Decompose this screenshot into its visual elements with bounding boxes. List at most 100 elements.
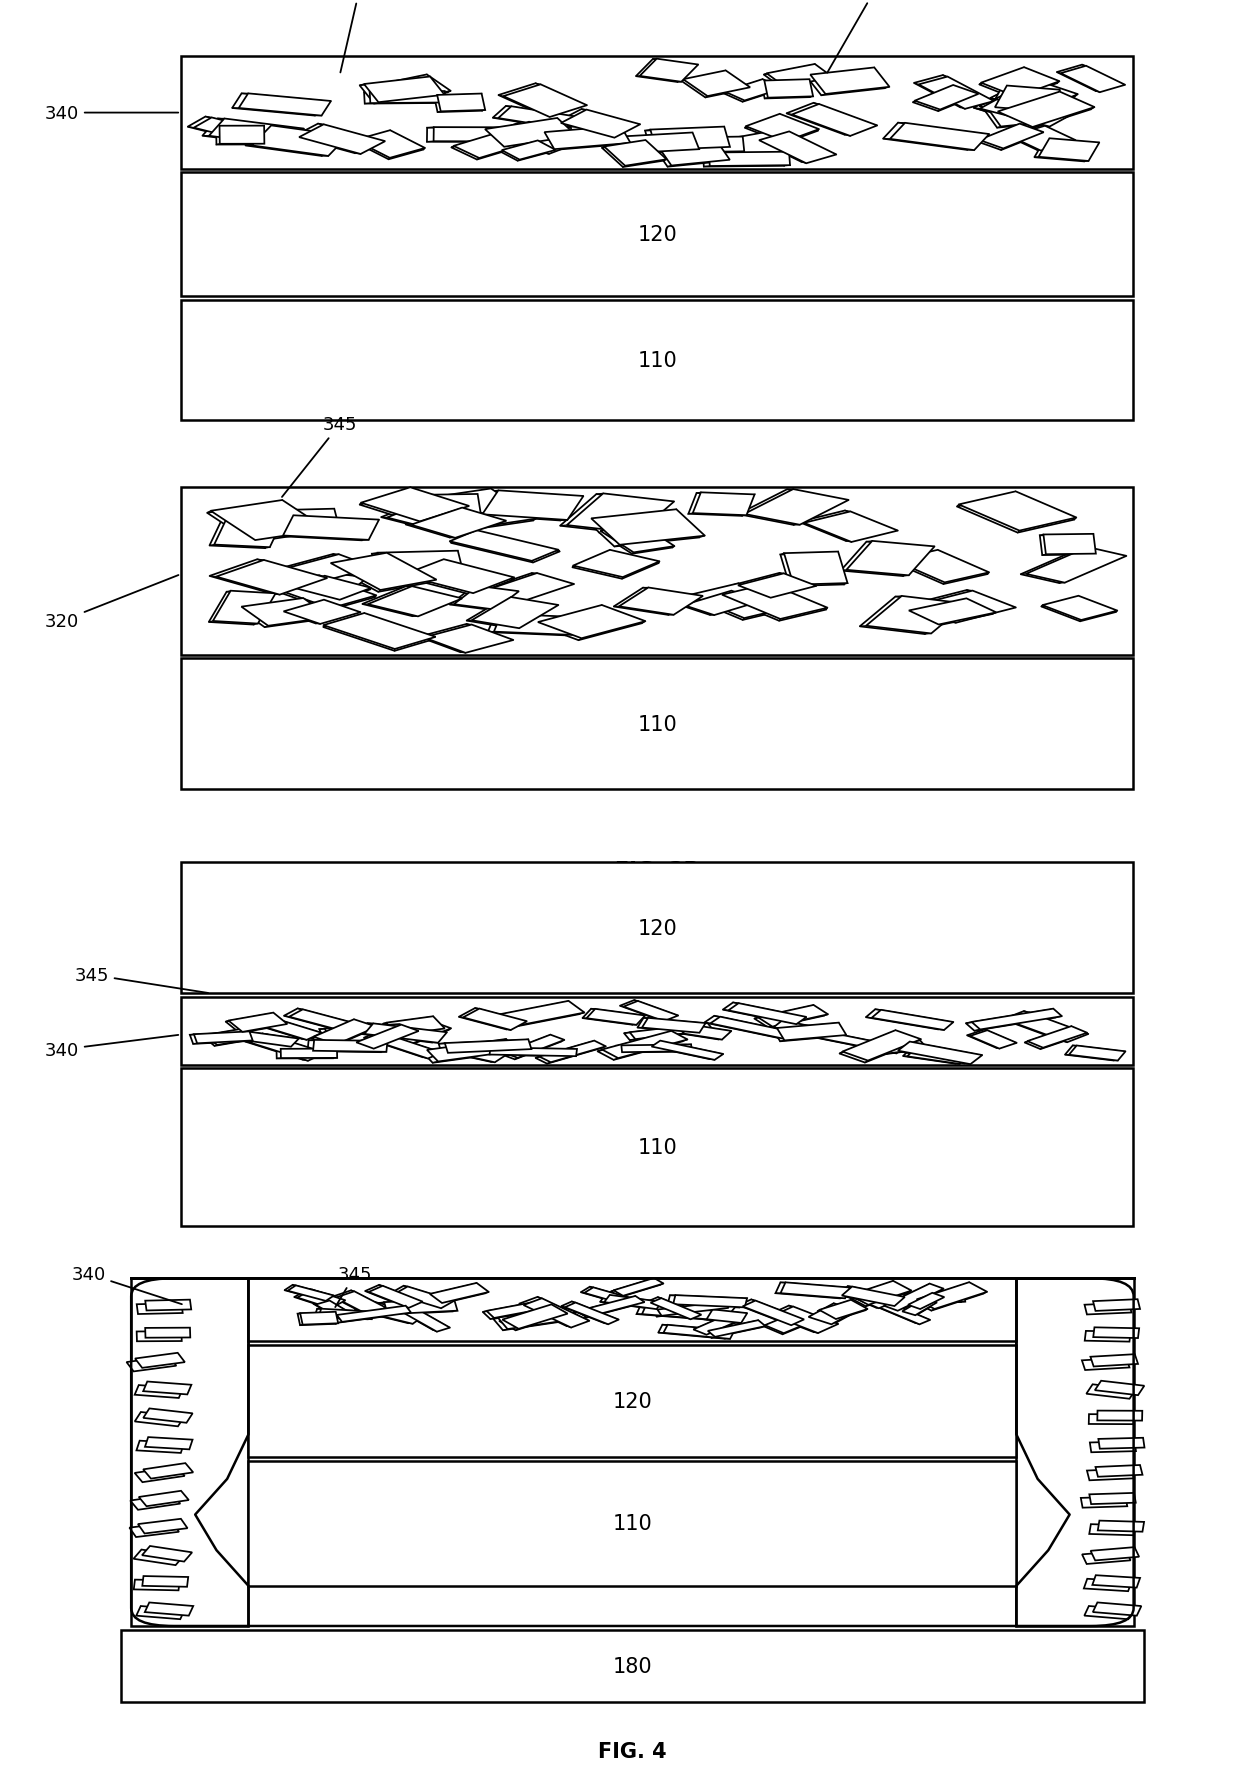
Polygon shape: [1087, 1468, 1133, 1481]
Polygon shape: [909, 599, 996, 625]
Polygon shape: [360, 490, 467, 524]
Polygon shape: [708, 1320, 765, 1336]
Polygon shape: [587, 1009, 645, 1025]
Polygon shape: [491, 121, 577, 153]
Polygon shape: [365, 1025, 446, 1042]
Polygon shape: [298, 1313, 336, 1326]
Polygon shape: [991, 89, 1068, 116]
Text: FIG. 3B: FIG. 3B: [615, 861, 699, 880]
Polygon shape: [600, 1296, 658, 1310]
Polygon shape: [913, 87, 977, 112]
Polygon shape: [913, 592, 1016, 624]
Polygon shape: [991, 87, 1055, 112]
Polygon shape: [560, 495, 667, 535]
Polygon shape: [487, 123, 559, 148]
Polygon shape: [773, 1306, 838, 1333]
Polygon shape: [600, 526, 675, 552]
Polygon shape: [284, 1009, 360, 1032]
Polygon shape: [847, 1283, 909, 1306]
Polygon shape: [849, 1281, 911, 1304]
Polygon shape: [502, 1304, 568, 1329]
Bar: [120, 1631, 1145, 1702]
Polygon shape: [1089, 1493, 1136, 1504]
Polygon shape: [427, 1039, 517, 1062]
Polygon shape: [646, 1041, 718, 1060]
Polygon shape: [703, 153, 784, 168]
Polygon shape: [587, 511, 699, 547]
Polygon shape: [365, 77, 444, 103]
Polygon shape: [1092, 1602, 1141, 1616]
Polygon shape: [636, 61, 694, 84]
Polygon shape: [994, 87, 1060, 112]
Polygon shape: [450, 586, 515, 611]
Polygon shape: [898, 1042, 982, 1064]
Polygon shape: [294, 125, 379, 153]
Polygon shape: [538, 606, 646, 640]
Polygon shape: [983, 103, 1054, 128]
Polygon shape: [215, 517, 283, 547]
Polygon shape: [379, 1299, 453, 1315]
Bar: [248, 1279, 1017, 1340]
Polygon shape: [228, 1012, 288, 1032]
Polygon shape: [642, 1018, 706, 1034]
Polygon shape: [578, 1296, 645, 1317]
Polygon shape: [475, 492, 577, 520]
Polygon shape: [1099, 1438, 1145, 1449]
Polygon shape: [485, 119, 577, 148]
Polygon shape: [851, 1290, 893, 1308]
Polygon shape: [837, 1287, 900, 1306]
Polygon shape: [998, 93, 1095, 128]
Polygon shape: [847, 542, 935, 576]
Text: 110: 110: [637, 1137, 677, 1157]
Polygon shape: [870, 1299, 930, 1324]
Polygon shape: [269, 554, 374, 586]
Polygon shape: [765, 1315, 810, 1333]
Polygon shape: [539, 1041, 606, 1062]
Polygon shape: [315, 1310, 370, 1319]
Polygon shape: [966, 1010, 1056, 1032]
Polygon shape: [645, 128, 724, 151]
Polygon shape: [361, 488, 469, 522]
Polygon shape: [381, 501, 481, 531]
Polygon shape: [1094, 1328, 1140, 1338]
Polygon shape: [370, 93, 445, 103]
Polygon shape: [754, 1007, 825, 1028]
Text: FIG. 3C: FIG. 3C: [615, 1294, 699, 1315]
Polygon shape: [744, 490, 848, 526]
Polygon shape: [704, 1016, 789, 1039]
Polygon shape: [680, 1299, 737, 1317]
Polygon shape: [601, 1032, 687, 1059]
Polygon shape: [202, 119, 298, 146]
Polygon shape: [980, 125, 1044, 150]
Text: 320: 320: [45, 576, 179, 631]
Polygon shape: [208, 592, 272, 625]
Polygon shape: [766, 64, 833, 87]
Polygon shape: [663, 1326, 734, 1338]
Polygon shape: [136, 1442, 184, 1452]
Polygon shape: [298, 1290, 346, 1308]
Polygon shape: [810, 68, 889, 94]
Polygon shape: [463, 1009, 527, 1030]
Polygon shape: [353, 1026, 417, 1051]
Polygon shape: [892, 552, 988, 584]
Polygon shape: [905, 1292, 965, 1303]
Polygon shape: [143, 1547, 192, 1561]
Polygon shape: [655, 144, 725, 168]
Polygon shape: [252, 127, 347, 157]
Polygon shape: [739, 1299, 800, 1324]
Polygon shape: [722, 584, 827, 620]
Polygon shape: [1083, 1550, 1131, 1565]
Polygon shape: [636, 1306, 711, 1320]
Polygon shape: [324, 615, 435, 652]
Polygon shape: [839, 1032, 918, 1062]
Polygon shape: [136, 1331, 182, 1342]
Polygon shape: [967, 1030, 1014, 1048]
Polygon shape: [502, 141, 556, 160]
Polygon shape: [501, 1037, 562, 1060]
Polygon shape: [126, 1356, 176, 1372]
Polygon shape: [647, 1297, 698, 1319]
Polygon shape: [820, 1301, 868, 1319]
Polygon shape: [490, 1048, 577, 1057]
Polygon shape: [434, 94, 482, 112]
Polygon shape: [300, 1312, 339, 1324]
